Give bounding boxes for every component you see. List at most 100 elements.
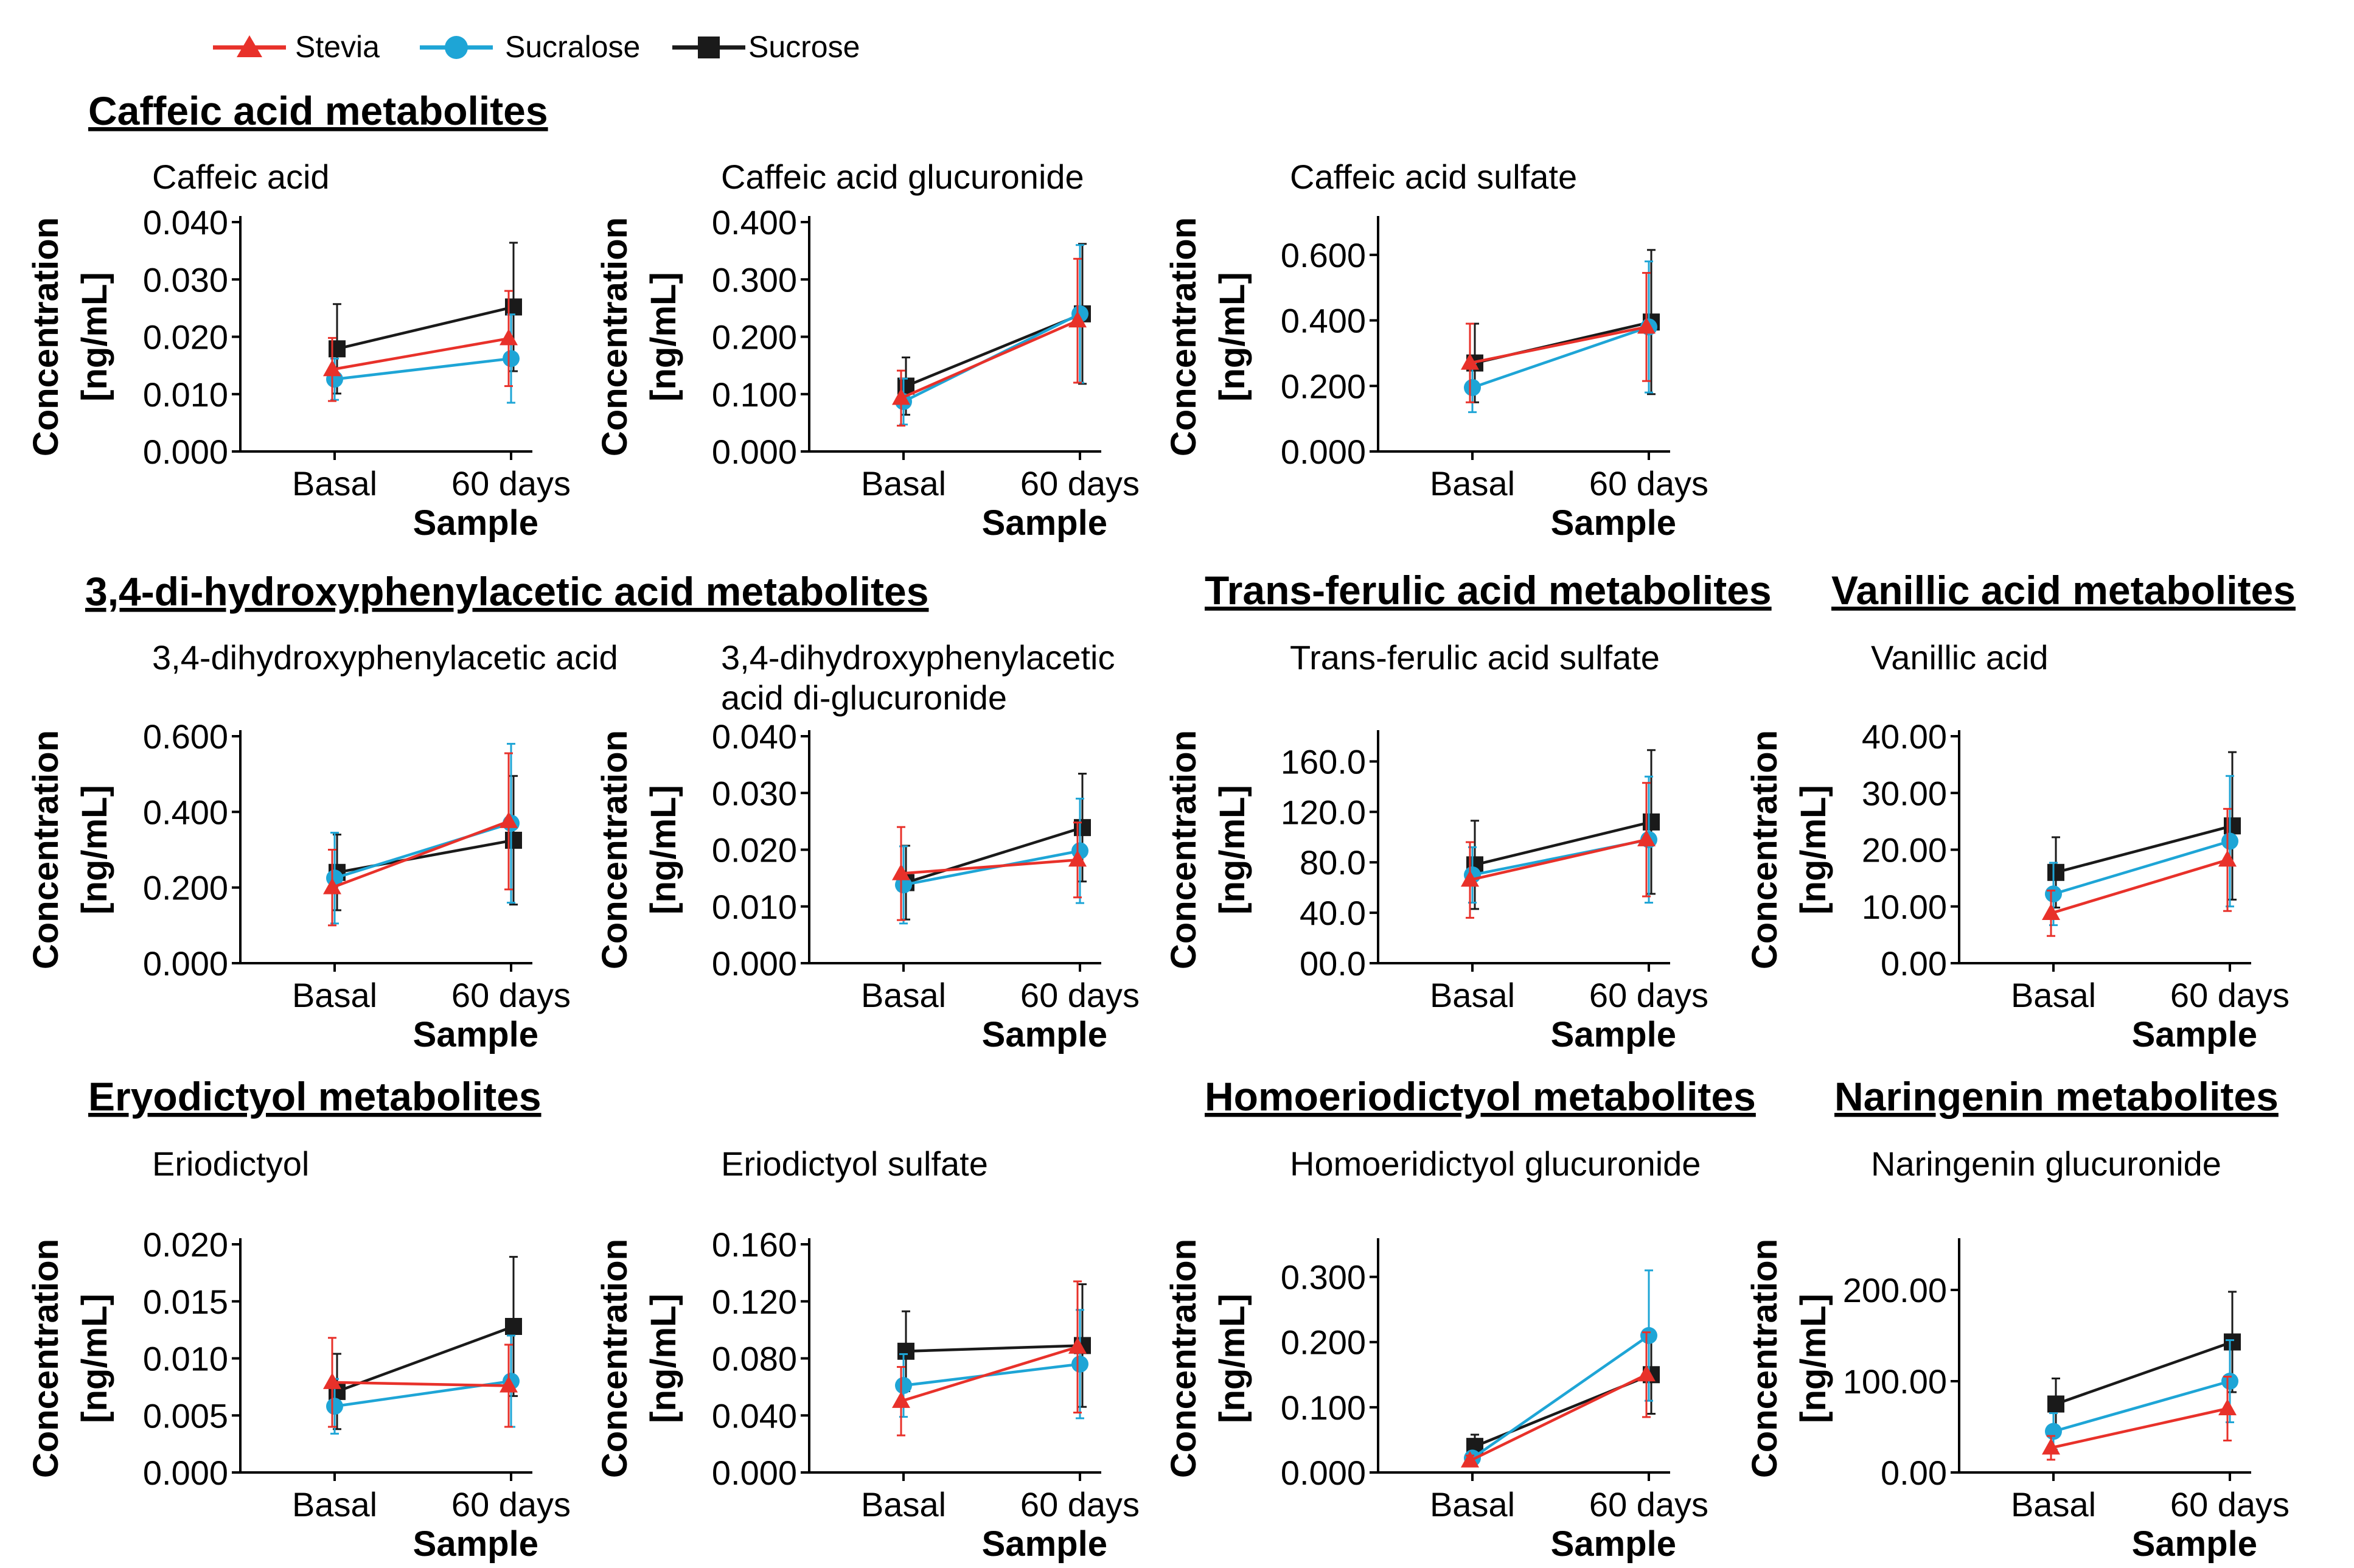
y-tick-label: 0.005 <box>143 1396 228 1435</box>
chart-panel-10: Naringenin glucuronide 0.00 100.00 200.00 Ba… <box>1745 1145 2290 1564</box>
data-point <box>1464 378 1481 396</box>
series-line <box>2050 1407 2228 1449</box>
series-sucralose <box>326 313 520 404</box>
y-axis-label: Concentration <box>26 1239 66 1478</box>
chart-panel-6: Vanillic acid 0.00 10.00 20.00 30.00 40.00 Bas… <box>1745 638 2290 1054</box>
y-tick-label: 0.100 <box>712 375 797 414</box>
chart-panel-8: Eriodictyol sulfate 0.000 0.040 0.080 0.120 0… <box>595 1145 1140 1564</box>
series-sucralose <box>1464 1269 1657 1467</box>
data-point <box>1643 813 1660 831</box>
x-axis-label: Sample <box>1551 1524 1676 1564</box>
series-line <box>332 337 509 371</box>
series-sucralose <box>895 1309 1088 1420</box>
series-stevia <box>1461 782 1656 919</box>
data-point <box>500 811 518 828</box>
series-line <box>2053 840 2230 896</box>
y-axis-label: [ng/mL] <box>644 272 683 402</box>
series-line <box>1469 326 1647 364</box>
chart-title: Eriodictyol <box>152 1145 309 1183</box>
legend: Stevia Sucralose Sucrose <box>213 30 860 64</box>
y-tick-label: 00.0 <box>1300 944 1366 983</box>
x-tick-label: Basal <box>2011 976 2096 1014</box>
y-tick-label: 0.000 <box>712 433 797 471</box>
section-title-vanillic: Vanillic acid metabolites <box>1831 568 2296 613</box>
x-tick-label: 60 days <box>1020 976 1140 1014</box>
circle-icon <box>445 36 468 59</box>
data-point <box>892 1391 910 1408</box>
series-sucrose <box>329 242 522 395</box>
data-point <box>2224 1333 2241 1351</box>
y-tick-label: 0.600 <box>143 717 228 756</box>
y-tick-label: 0.600 <box>1281 236 1366 274</box>
y-tick-label: 0.400 <box>712 203 797 242</box>
y-tick-label: 0.080 <box>712 1340 797 1378</box>
series-stevia <box>892 1280 1087 1437</box>
y-tick-label: 0.200 <box>712 318 797 357</box>
x-tick-label: 60 days <box>451 1485 571 1524</box>
series-stevia <box>892 821 1087 921</box>
y-tick-label: 0.000 <box>712 1454 797 1492</box>
data-point <box>1068 850 1087 867</box>
series-line <box>1469 838 1647 882</box>
y-axis-label: [ng/mL] <box>644 1294 683 1423</box>
y-axis-label: [ng/mL] <box>1213 785 1252 915</box>
data-point <box>505 831 522 849</box>
series-line <box>2055 1340 2233 1406</box>
chart-title: Caffeic acid glucuronide <box>721 158 1084 196</box>
x-axis-label: Sample <box>413 1524 538 1564</box>
series-sucrose <box>2047 1291 2241 1430</box>
section-title-caffeic: Caffeic acid metabolites <box>88 88 548 133</box>
y-axis-label: Concentration <box>1745 730 1785 969</box>
data-point <box>1071 1355 1088 1373</box>
x-axis-label: Sample <box>982 503 1107 543</box>
legend-label-sucralose: Sucralose <box>505 30 640 64</box>
y-tick-label: 10.00 <box>1862 888 1947 926</box>
series-line <box>900 319 1078 400</box>
x-axis-label: Sample <box>413 503 538 543</box>
x-tick-label: 60 days <box>1589 464 1708 503</box>
y-tick-label: 0.010 <box>143 1340 228 1378</box>
data-point <box>2045 1423 2062 1440</box>
series-line <box>336 1325 514 1393</box>
y-axis-label: Concentration <box>595 730 635 969</box>
y-axis-label: [ng/mL] <box>1794 785 1833 915</box>
y-tick-label: 0.120 <box>712 1283 797 1321</box>
y-tick-label: 0.015 <box>143 1283 228 1321</box>
data-point <box>2042 903 2060 920</box>
x-tick-label: 60 days <box>1020 1485 1140 1524</box>
x-tick-label: Basal <box>861 1485 946 1524</box>
x-tick-label: Basal <box>861 976 946 1014</box>
section-title-naringenin: Naringenin metabolites <box>1834 1074 2279 1119</box>
y-tick-label: 40.00 <box>1862 717 1947 756</box>
series-line <box>336 838 514 874</box>
x-tick-label: 60 days <box>451 464 571 503</box>
data-point <box>1461 1451 1479 1468</box>
series-line <box>2050 859 2228 915</box>
chart-title: Naringenin glucuronide <box>1871 1145 2221 1183</box>
series-sucralose <box>1464 260 1657 413</box>
x-tick-label: Basal <box>292 1485 377 1524</box>
data-point <box>2224 817 2241 835</box>
data-point <box>1637 317 1656 334</box>
y-tick-label: 0.000 <box>143 1454 228 1492</box>
series-line <box>2053 1379 2230 1433</box>
chart-title: Eriodictyol sulfate <box>721 1145 988 1183</box>
series-stevia <box>1461 1331 1656 1468</box>
data-point <box>2047 863 2064 881</box>
series-line <box>905 826 1083 884</box>
x-tick-label: 60 days <box>451 976 571 1014</box>
triangle-icon <box>237 35 262 57</box>
chart-panel-7: Eriodictyol 0.000 0.005 0.010 0.015 0.020 Basa… <box>26 1145 571 1564</box>
y-axis-label: Concentration <box>1164 1239 1203 1478</box>
legend-item-stevia: Stevia <box>213 30 380 64</box>
chart-title: Homoeridictyol glucuronide <box>1290 1145 1701 1183</box>
series-line <box>334 357 512 381</box>
data-point <box>2218 1399 2237 1415</box>
data-point <box>323 877 341 894</box>
data-point <box>505 1318 522 1335</box>
chart-panel-3: 3,4-dihydroxyphenylacetic acid 0.000 0.200… <box>26 638 618 1054</box>
series-line <box>1474 820 1652 866</box>
x-axis-label: Sample <box>2132 1015 2257 1054</box>
series-sucrose <box>329 775 522 911</box>
x-axis-label: Sample <box>2132 1524 2257 1564</box>
